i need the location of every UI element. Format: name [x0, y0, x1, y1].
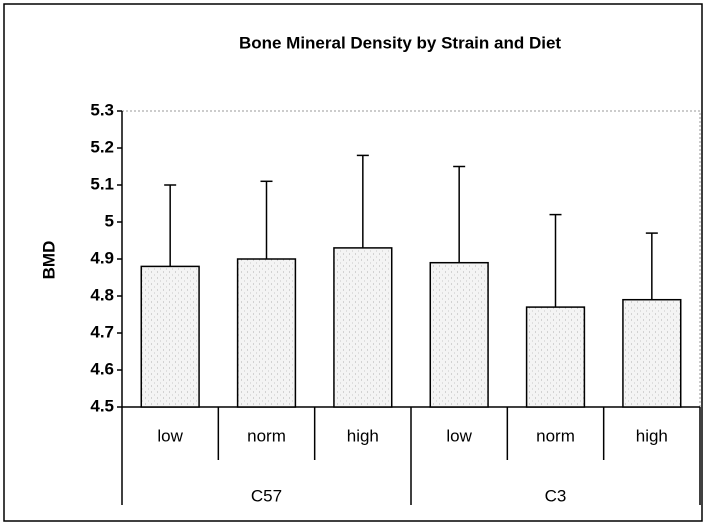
bar [622, 298, 682, 408]
x-tick-label: low [446, 426, 472, 445]
y-tick-label: 5.2 [90, 137, 114, 156]
y-tick-label: 4.9 [90, 248, 114, 267]
group-label: C57 [251, 486, 282, 505]
y-tick-label: 4.8 [90, 285, 114, 304]
bar [429, 261, 489, 408]
x-tick-label: norm [247, 426, 286, 445]
x-tick-label: norm [536, 426, 575, 445]
x-tick-label: high [347, 426, 379, 445]
x-tick-label: low [157, 426, 183, 445]
x-tick-label: high [636, 426, 668, 445]
y-tick-label: 5.1 [90, 174, 114, 193]
chart-title: Bone Mineral Density by Strain and Diet [239, 33, 561, 52]
y-tick-label: 4.5 [90, 396, 114, 415]
bar [140, 265, 200, 408]
bar [333, 247, 393, 408]
y-tick-label: 5.3 [90, 100, 114, 119]
bar [236, 258, 297, 408]
y-axis-label: BMD [39, 241, 58, 280]
y-tick-label: 4.7 [90, 322, 114, 341]
bar [525, 306, 586, 408]
group-label: C3 [545, 486, 567, 505]
y-tick-label: 4.6 [90, 359, 114, 378]
y-tick-label: 5 [105, 211, 114, 230]
